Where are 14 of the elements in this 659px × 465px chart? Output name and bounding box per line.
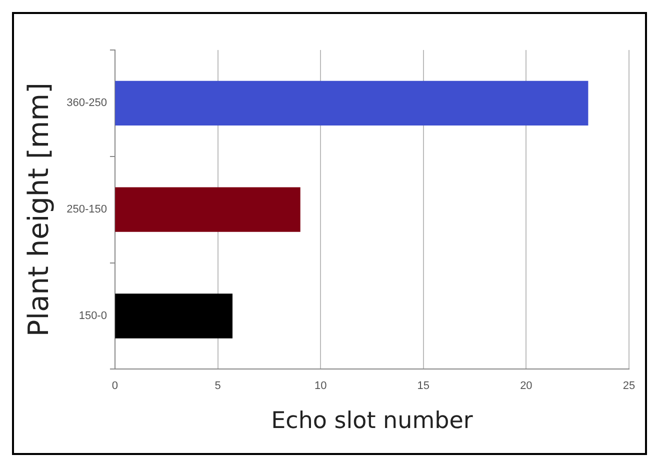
bar [115, 80, 588, 126]
x-axis-title: Echo slot number [271, 408, 474, 434]
y-tick-label: 150-0 [78, 310, 107, 322]
x-tick-label: 10 [314, 380, 327, 392]
x-tick-label: 15 [417, 380, 430, 392]
x-tick-label: 20 [520, 380, 532, 392]
y-axis-title: Plant height [mm] [22, 82, 56, 337]
bar [115, 294, 232, 338]
bar [115, 187, 300, 232]
x-tick-label: 25 [622, 380, 636, 392]
y-tick-label: 250-150 [66, 204, 107, 216]
y-tick-label: 360-250 [66, 97, 107, 110]
x-tick-label: 0 [112, 380, 118, 392]
x-tick-label: 5 [214, 380, 221, 392]
